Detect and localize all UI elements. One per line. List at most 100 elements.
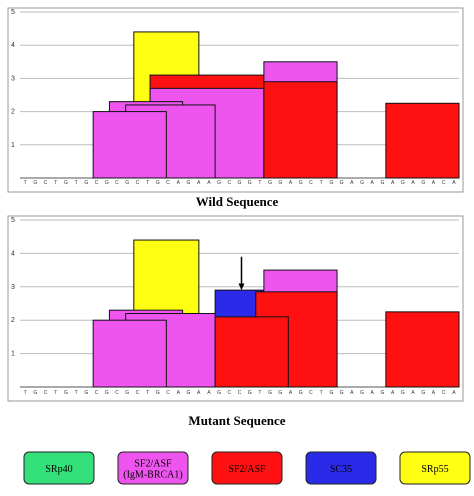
sequence-letter: A (350, 180, 354, 186)
sequence-letter: G (33, 390, 37, 396)
sequence-letter: C (238, 390, 242, 396)
sequence-letter: A (452, 390, 456, 396)
sequence-letter: G (299, 180, 303, 186)
sequence-letter: G (278, 180, 282, 186)
legend-swatch (117, 451, 189, 485)
legend-label: SF2/ASF (134, 459, 172, 470)
legend-label: SC35 (330, 464, 352, 475)
sequence-letter: G (268, 390, 272, 396)
mutation-arrow-head (238, 283, 245, 291)
sequence-letter: C (44, 180, 48, 186)
sequence-letter: G (64, 390, 68, 396)
sequence-letter: G (64, 180, 68, 186)
sequence-letter: A (350, 390, 354, 396)
sequence-letter: G (401, 180, 405, 186)
sequence-letter: C (442, 390, 446, 396)
sequence-letter: G (217, 390, 221, 396)
motif-bar (385, 102, 460, 179)
sequence-letter: T (320, 390, 323, 396)
sequence-letter: C (166, 180, 170, 186)
sequence-letter: A (207, 180, 211, 186)
sequence-letter: G (187, 180, 191, 186)
sequence-letter: A (391, 390, 395, 396)
sequence-letter: A (289, 180, 293, 186)
sequence-letter: C (442, 180, 446, 186)
sequence-letter: T (320, 180, 323, 186)
sequence-letter: G (278, 390, 282, 396)
sequence-letter: G (248, 390, 252, 396)
sequence-letter: C (166, 390, 170, 396)
wild-sequence-title: Wild Sequence (196, 194, 279, 209)
sequence-letter: C (95, 180, 99, 186)
sequence-letter: A (452, 180, 456, 186)
legend-swatch (399, 451, 471, 485)
sequence-letter: G (360, 390, 364, 396)
sequence-letter: G (329, 180, 333, 186)
sequence-letter: G (84, 180, 88, 186)
sequence-letter: T (258, 180, 261, 186)
sequence-letter: G (105, 180, 109, 186)
mutant-sequence-title: Mutant Sequence (188, 413, 285, 428)
sequence-letter: T (24, 180, 27, 186)
sequence-letter: G (33, 180, 37, 186)
y-tick-label: 5 (11, 9, 15, 16)
legend-label: SRp40 (45, 464, 72, 475)
sequence-letter: G (329, 390, 333, 396)
sequence-letter: A (289, 390, 293, 396)
sequence-letter: G (299, 390, 303, 396)
sequence-letter: C (115, 390, 119, 396)
sequence-letter: T (24, 390, 27, 396)
sequence-letter: C (136, 180, 140, 186)
sequence-letter: G (340, 180, 344, 186)
legend-swatch (211, 451, 283, 485)
sequence-letter: C (309, 390, 313, 396)
sequence-letter: G (380, 180, 384, 186)
sequence-letter: T (75, 390, 78, 396)
sequence-letter: A (177, 180, 181, 186)
sequence-letter: G (217, 180, 221, 186)
sequence-letter: G (380, 390, 384, 396)
sequence-letter: T (54, 180, 57, 186)
sequence-letter: A (197, 180, 201, 186)
sequence-letter: T (146, 390, 149, 396)
sequence-letter: G (340, 390, 344, 396)
sequence-letter: G (401, 390, 405, 396)
sequence-letter: G (238, 180, 242, 186)
motif-bar (92, 111, 167, 179)
y-tick-label: 4 (11, 250, 15, 257)
legend-label: SF2/ASF (228, 464, 266, 475)
sequence-letter: C (115, 180, 119, 186)
sequence-letter: A (207, 390, 211, 396)
sequence-letter: A (432, 390, 436, 396)
y-tick-label: 2 (11, 317, 15, 324)
sequence-letter: C (227, 180, 231, 186)
sequence-letter: A (432, 180, 436, 186)
y-tick-label: 3 (11, 75, 15, 82)
y-tick-label: 2 (11, 109, 15, 116)
sequence-letter: A (371, 180, 375, 186)
motif-bar (214, 316, 289, 388)
legend: SRp40 SF2/ASF(IgM-BRCA1) SF2/ASF SC35 SRp55 (23, 451, 471, 485)
sequence-letter: A (411, 390, 415, 396)
motif-bar (385, 311, 460, 388)
sequence-letter: A (177, 390, 181, 396)
legend-label: (IgM-BRCA1) (123, 470, 182, 481)
y-tick-label: 1 (11, 351, 15, 358)
legend-label: SRp55 (421, 464, 448, 475)
sequence-letter: C (227, 390, 231, 396)
legend-swatch (23, 451, 95, 485)
sequence-letter: G (360, 180, 364, 186)
sequence-letter: G (125, 390, 129, 396)
y-tick-label: 3 (11, 284, 15, 291)
motif-bar (263, 81, 338, 179)
sequence-letter: A (411, 180, 415, 186)
sequence-letter: T (54, 390, 57, 396)
sequence-letter: C (309, 180, 313, 186)
sequence-letter: A (197, 390, 201, 396)
y-tick-label: 4 (11, 42, 15, 49)
sequence-letter: G (268, 180, 272, 186)
sequence-letter: A (371, 390, 375, 396)
sequence-letter: G (156, 390, 160, 396)
